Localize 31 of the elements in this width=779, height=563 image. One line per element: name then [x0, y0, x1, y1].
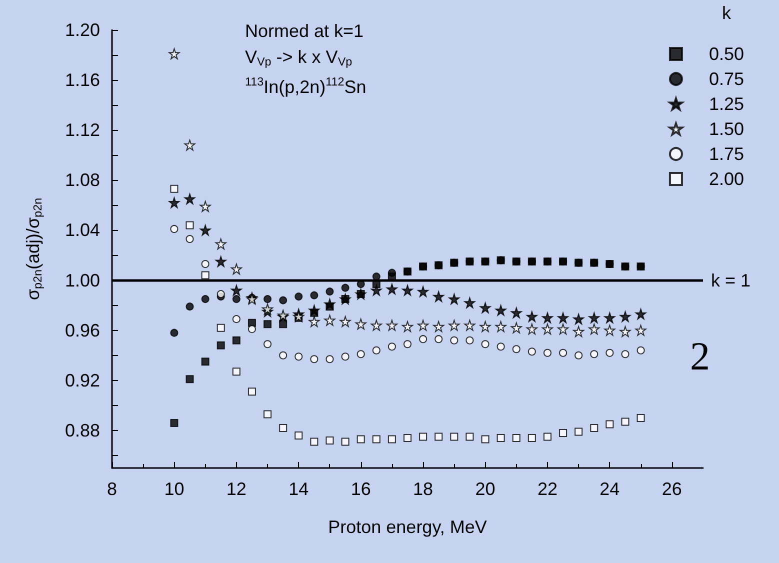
x-tick-label: 24: [600, 479, 620, 499]
x-tick-label: 8: [106, 479, 118, 499]
legend-label: 1.50: [708, 119, 744, 139]
ref-line-label: k = 1: [711, 270, 751, 290]
x-axis-title: Proton energy, MeV: [328, 517, 487, 537]
x-tick-label: 20: [475, 479, 496, 499]
x-tick-label: 18: [413, 479, 434, 499]
x-tick-label: 12: [226, 479, 246, 499]
annotation: 2: [690, 334, 710, 378]
x-tick-label: 14: [288, 479, 309, 499]
y-tick-label: 1.16: [64, 70, 100, 90]
y-tick-label: 1.00: [64, 270, 100, 290]
x-tick-label: 22: [537, 479, 558, 499]
legend-label: 1.75: [708, 144, 744, 164]
y-tick-label: 1.12: [64, 120, 100, 140]
y-tick-label: 0.96: [64, 320, 100, 340]
y-tick-label: 1.08: [64, 170, 100, 190]
legend-label: 0.50: [708, 44, 744, 64]
x-tick-label: 26: [662, 479, 682, 499]
x-tick-label: 10: [164, 479, 184, 499]
y-tick-label: 0.92: [64, 370, 100, 390]
y-axis-title: σp2n(adj)/σp2n: [23, 198, 44, 300]
x-tick-label: 16: [350, 479, 371, 499]
y-tick-label: 1.04: [64, 220, 100, 240]
legend-label: 2.00: [708, 169, 744, 189]
legend-label: 0.75: [708, 69, 744, 89]
y-tick-label: 0.88: [64, 420, 100, 440]
legend-label: 1.25: [708, 94, 744, 114]
legend-title: k: [722, 3, 732, 23]
annotation: Normed at k=1: [245, 21, 364, 41]
y-tick-label: 1.20: [64, 20, 100, 40]
